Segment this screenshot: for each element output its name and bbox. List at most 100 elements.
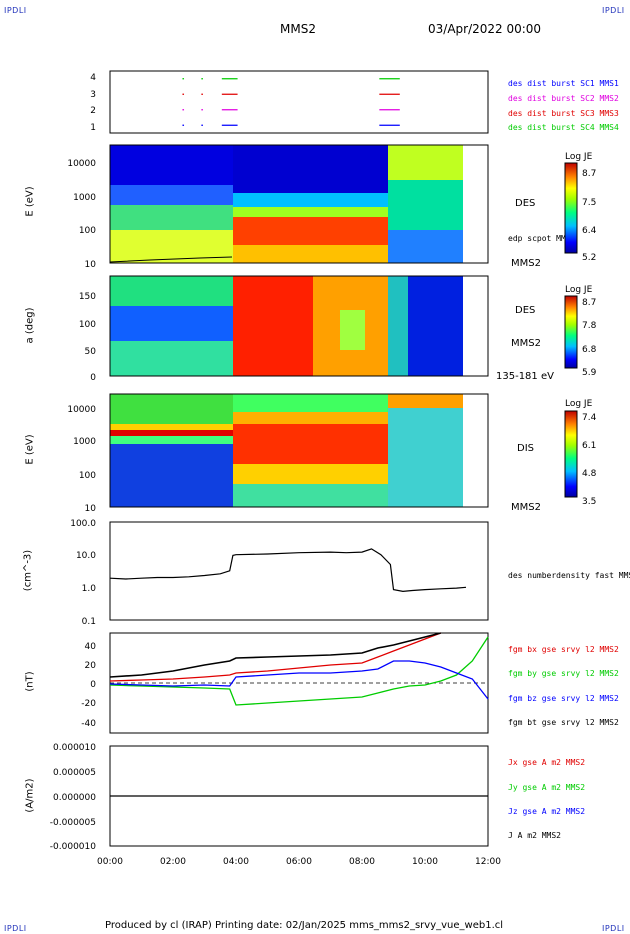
dis-colorbar <box>564 410 578 498</box>
density-frame <box>109 521 489 621</box>
xtick-0200: 02:00 <box>160 857 186 867</box>
dis-ytick-10000: 10000 <box>67 405 96 415</box>
des-spec-pre-green <box>110 205 233 230</box>
dis-mid-yellow <box>233 464 388 484</box>
dis-frame <box>109 393 489 508</box>
des-energy-cbar-t2: 6.4 <box>582 226 597 236</box>
density-ytick-1: 1.0 <box>82 584 97 594</box>
pa-pre-top <box>110 276 233 306</box>
xtick-0600: 06:00 <box>286 857 312 867</box>
dis-mid-red <box>233 424 388 464</box>
des-energy-ytick-100: 100 <box>79 226 96 236</box>
des-energy-ytick-1000: 1000 <box>73 193 96 203</box>
pa-cbar-title: Log JE <box>565 285 593 295</box>
datetime-title: 03/Apr/2022 00:00 <box>428 22 542 36</box>
des-spec-pre-yellow <box>110 230 233 263</box>
des-spec-mid-cyan <box>233 193 388 207</box>
pa-ytick-50: 50 <box>85 347 97 357</box>
dis-pre-top <box>110 394 233 424</box>
energy-range-label: 135-181 eV <box>496 371 554 382</box>
panel-current: 0.000010 0.000005 0.000000 -0.000005 -0.… <box>50 743 489 852</box>
current-ytick-3: 0.000005 <box>53 768 96 778</box>
corner-label-top-left: IPDLI <box>4 6 27 15</box>
legend-burst-sc2: des dist burst SC2 MMS2 <box>508 94 619 103</box>
legend-burst-sc3: des dist burst SC3 MMS3 <box>508 109 619 118</box>
legend-j: J A m2 MMS2 <box>508 831 561 840</box>
xtick-0400: 04:00 <box>223 857 249 867</box>
field-by-line <box>109 636 489 706</box>
dis-pre-green <box>110 436 233 444</box>
burst-ytick-2: 2 <box>90 106 96 116</box>
xtick-1200: 12:00 <box>475 857 501 867</box>
xtick-0000: 00:00 <box>97 857 123 867</box>
scpot-label: edp scpot MMS2 <box>508 234 576 243</box>
dis-pre-red <box>110 430 233 436</box>
xtick-1000: 10:00 <box>412 857 438 867</box>
dis-cbar-t3: 6.1 <box>582 441 596 451</box>
panel-burst: 4 3 2 1 <box>90 70 489 134</box>
footer-credits: Produced by cl (IRAP) Printing date: 02/… <box>105 920 504 931</box>
legend-bt: fgm bt gse srvy l2 MMS2 <box>508 718 619 727</box>
density-ytick-0.1: 0.1 <box>82 617 96 627</box>
field-ytick-m20: -20 <box>81 699 96 709</box>
corner-label-bottom-right: IPDLI <box>602 924 625 933</box>
pa-ytick-100: 100 <box>79 320 96 330</box>
des-spec-post-yellow <box>388 145 463 180</box>
panel-field: 40 20 0 -20 -40 <box>81 632 489 734</box>
dis-cbar-title: Log JE <box>565 399 593 409</box>
dis-post-cyan <box>388 408 463 507</box>
des-energy-ytick-10: 10 <box>85 260 97 270</box>
pa-mid-yellow <box>340 310 365 350</box>
current-ytick-2: 0.000000 <box>53 793 96 803</box>
des-spec-post-green <box>388 180 463 230</box>
field-bx-line <box>109 632 442 682</box>
current-ytick-1: -0.000005 <box>50 818 96 828</box>
density-ytick-10: 10.0 <box>76 551 96 561</box>
field-ytick-20: 20 <box>85 661 97 671</box>
scpot-line <box>109 256 233 263</box>
field-ytick-m40: -40 <box>81 719 96 729</box>
legend-jx: Jx gse A m2 MMS2 <box>508 758 586 767</box>
pa-colorbar <box>564 295 578 369</box>
pa-post-cyan <box>388 276 408 376</box>
des-energy-ytick-10000: 10000 <box>67 159 96 169</box>
legend-burst-sc4: des dist burst SC4 MMS4 <box>508 123 619 132</box>
field-ytick-0: 0 <box>90 680 96 690</box>
dis-ytick-100: 100 <box>79 471 96 481</box>
x-axis: 00:00 02:00 04:00 06:00 08:00 10:00 12:0… <box>97 857 501 867</box>
dis-post-orange <box>388 394 463 408</box>
des-spec-mid-orange <box>233 245 388 263</box>
dis-label: DIS <box>517 443 534 454</box>
burst-ytick-4: 4 <box>90 73 96 83</box>
corner-label-top-right: IPDLI <box>602 6 625 15</box>
des-spec-pre-cyan <box>110 185 233 205</box>
dis-cbar-t4: 7.4 <box>582 413 597 423</box>
field-bz-line <box>109 660 489 700</box>
des-energy-cbar-t3: 7.5 <box>582 198 596 208</box>
des-spec-mid-yellow <box>233 207 388 217</box>
legend-jz: Jz gse A m2 MMS2 <box>508 807 586 816</box>
legend-bz: fgm bz gse srvy l2 MMS2 <box>508 694 619 703</box>
panel-density: 100.0 10.0 1.0 0.1 <box>70 519 489 627</box>
density-ytick-100: 100.0 <box>70 519 96 529</box>
legend-by: fgm by gse srvy l2 MMS2 <box>508 669 619 678</box>
des-energy-colorbar <box>564 162 578 254</box>
dis-mid-lower <box>233 484 388 507</box>
legend-bx: fgm bx gse srvy l2 MMS2 <box>508 645 619 654</box>
pa-pre-bot <box>110 341 233 376</box>
current-ytick-4: 0.000010 <box>53 743 96 753</box>
panel-burst-frame <box>109 70 489 134</box>
field-ytick-40: 40 <box>85 642 97 652</box>
des-spec-pre-blue <box>110 145 233 185</box>
pa-ytick-150: 150 <box>79 292 96 302</box>
current-ytick-0: -0.000010 <box>50 842 96 852</box>
des-energy-frame <box>109 144 489 264</box>
pa-post-blue <box>408 276 463 376</box>
legend-burst-sc1: des dist burst SC1 MMS1 <box>508 79 619 88</box>
dis-mid-orange <box>233 412 388 424</box>
dis-ytick-10: 10 <box>85 504 97 514</box>
dis-cbar-t2: 4.8 <box>582 469 597 479</box>
dis-pre-orange <box>110 424 233 434</box>
dis-cbar-t1: 3.5 <box>582 497 596 507</box>
dis-ytick-1000: 1000 <box>73 437 96 447</box>
